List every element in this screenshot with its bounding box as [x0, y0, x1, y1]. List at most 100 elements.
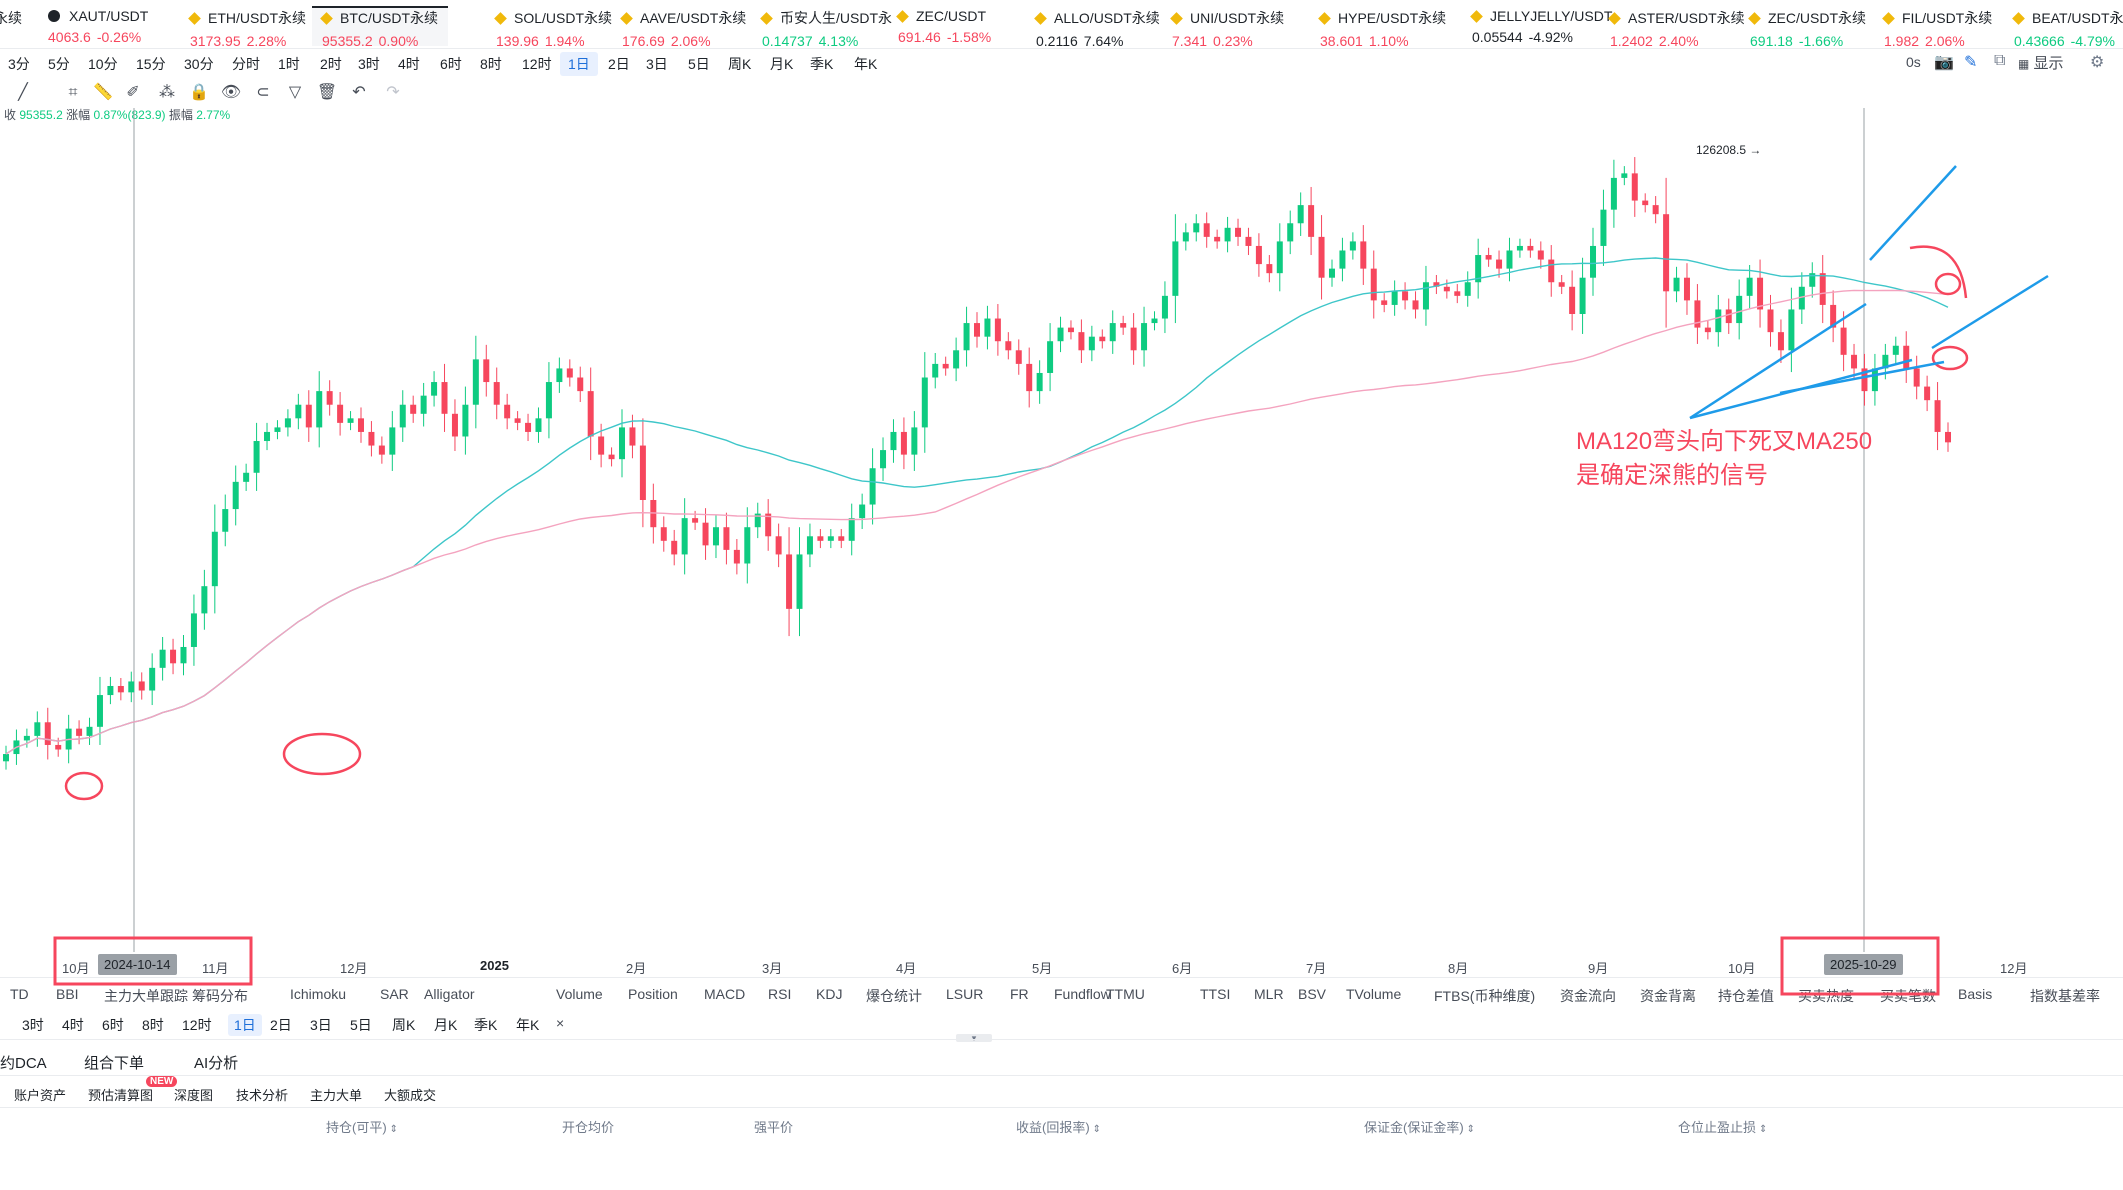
redo-icon[interactable]: ↷ — [386, 84, 400, 101]
indicator-button[interactable]: 买卖热度 — [1798, 988, 1854, 1004]
column-header[interactable]: 持仓(可平) ⇕ — [326, 1120, 399, 1135]
close-icon[interactable]: × — [556, 1015, 565, 1031]
ticker-item[interactable]: 币安人生/USDT永 0.14737 4.13% — [760, 8, 892, 49]
crop-icon[interactable]: ⌗ — [68, 84, 78, 101]
interval-button[interactable]: 15分 — [136, 56, 166, 72]
interval-button[interactable]: 3日 — [646, 56, 668, 72]
interval-button[interactable]: 5分 — [48, 56, 70, 72]
indicator-button[interactable]: Fundflow — [1054, 986, 1111, 1002]
indicator-button[interactable]: Ichimoku — [290, 986, 347, 1002]
column-header[interactable]: 保证金(保证金率) ⇕ — [1364, 1120, 1476, 1135]
indicator-button[interactable]: 资金流向 — [1560, 988, 1616, 1004]
interval-button[interactable]: 周K — [392, 1017, 416, 1033]
column-header[interactable]: 仓位止盈止损 ⇕ — [1678, 1120, 1768, 1135]
interval-button[interactable]: 3时 — [22, 1017, 44, 1033]
interval-button[interactable]: 12时 — [182, 1017, 212, 1033]
indicator-button[interactable]: MLR — [1254, 986, 1284, 1002]
indicator-button[interactable]: Volume — [556, 986, 603, 1002]
pattern-icon[interactable]: ⁂ — [159, 84, 175, 101]
interval-button[interactable]: 5日 — [688, 56, 710, 72]
ticker-item[interactable]: 永续 — [0, 8, 22, 46]
interval-button[interactable]: 10分 — [88, 56, 118, 72]
indicator-button[interactable]: FR — [1010, 986, 1029, 1002]
ticker-item[interactable]: FIL/USDT永续 1.982 2.06% — [1882, 8, 1992, 49]
account-subtab[interactable]: 账户资产 — [14, 1088, 67, 1103]
interval-button[interactable]: 1日 — [560, 52, 598, 76]
indicator-button[interactable]: SAR — [380, 986, 409, 1002]
interval-button[interactable]: 30分 — [184, 56, 214, 72]
indicator-button[interactable]: Basis — [1958, 986, 1993, 1002]
account-subtab[interactable]: 预估清算图 — [88, 1088, 154, 1103]
ticker-item[interactable]: ZEC/USDT永续 691.18 -1.66% — [1748, 8, 1866, 49]
indicator-button[interactable]: TVolume — [1346, 986, 1402, 1002]
indicator-button[interactable]: LSUR — [946, 986, 984, 1002]
interval-button[interactable]: 季K — [810, 56, 834, 72]
eye-icon[interactable]: 👁 — [220, 84, 242, 101]
column-header[interactable]: 强平价 — [754, 1120, 794, 1135]
interval-button[interactable]: 8时 — [480, 56, 502, 72]
interval-button[interactable]: 1时 — [278, 56, 300, 72]
indicator-button[interactable]: Position — [628, 986, 678, 1002]
interval-button[interactable]: 12时 — [522, 56, 552, 72]
column-header[interactable]: 收益(回报率) ⇕ — [1016, 1120, 1102, 1135]
indicator-button[interactable]: 筹码分布 — [192, 988, 248, 1004]
indicator-button[interactable]: TTSI — [1200, 986, 1231, 1002]
indicator-button[interactable]: KDJ — [816, 986, 843, 1002]
indicator-button[interactable]: BBI — [56, 986, 79, 1002]
indicator-button[interactable]: TTMU — [1106, 986, 1145, 1002]
ticker-item[interactable]: AAVE/USDT永续 176.69 2.06% — [620, 8, 746, 49]
indicator-button[interactable]: 买卖笔数 — [1880, 988, 1936, 1004]
order-tab[interactable]: 约DCA — [0, 1055, 47, 1072]
ticker-item[interactable]: SOL/USDT永续 139.96 1.94% — [494, 8, 612, 49]
account-subtab[interactable]: 深度图 — [174, 1088, 214, 1103]
ticker-item[interactable]: ETH/USDT永续 3173.95 2.28% — [188, 8, 306, 49]
interval-button[interactable]: 8时 — [142, 1017, 164, 1033]
brush-icon[interactable]: ✐ — [126, 84, 140, 101]
settings-icon[interactable]: ⚙ — [2090, 54, 2105, 71]
ticker-item[interactable]: JELLYJELLY/USDT 0.05544 -4.92% — [1470, 8, 1612, 46]
trash-icon[interactable]: 🗑 — [316, 84, 338, 101]
interval-button[interactable]: 6时 — [440, 56, 462, 72]
ruler-icon[interactable]: 📏 — [93, 84, 113, 101]
interval-button[interactable]: 季K — [474, 1017, 498, 1033]
account-subtab[interactable]: 主力大单 — [310, 1088, 363, 1103]
interval-button[interactable]: 6时 — [102, 1017, 124, 1033]
order-tab[interactable]: AI分析 — [194, 1055, 239, 1072]
interval-button[interactable]: 月K — [770, 56, 794, 72]
ticker-item[interactable]: ASTER/USDT永续 1.2402 2.40% — [1608, 8, 1745, 49]
pen-icon[interactable]: ✎ — [1964, 54, 1978, 71]
column-header[interactable]: 开仓均价 — [562, 1120, 615, 1135]
magnet-icon[interactable]: ⊂ — [256, 84, 270, 101]
interval-button[interactable]: 2时 — [320, 56, 342, 72]
interval-button[interactable]: 月K — [434, 1017, 458, 1033]
camera-icon[interactable]: 📷 — [1934, 54, 1954, 71]
interval-button[interactable]: 3分 — [8, 56, 30, 72]
filter-icon[interactable]: ▽ — [288, 84, 302, 101]
indicator-button[interactable]: Alligator — [424, 986, 475, 1002]
indicator-button[interactable]: 持仓差值 — [1718, 988, 1774, 1004]
interval-button[interactable]: 周K — [728, 56, 752, 72]
interval-button[interactable]: 3日 — [310, 1017, 332, 1033]
interval-button[interactable]: 3时 — [358, 56, 380, 72]
indicator-button[interactable]: MACD — [704, 986, 746, 1002]
ticker-item[interactable]: XAUT/USDT 4063.6 -0.26% — [48, 8, 148, 46]
display-menu[interactable]: ▦ 显示 — [2018, 52, 2064, 73]
ticker-item[interactable]: BEAT/USDT永续 0.43666-4.79% — [2012, 8, 2123, 49]
interval-button[interactable]: 年K — [854, 56, 878, 72]
account-subtab[interactable]: 大额成交 — [384, 1088, 437, 1103]
interval-button[interactable]: 年K — [516, 1017, 540, 1033]
undo-icon[interactable]: ↶ — [352, 84, 366, 101]
ticker-item[interactable]: HYPE/USDT永续 38.601 1.10% — [1318, 8, 1446, 49]
interval-button[interactable]: 2日 — [270, 1017, 292, 1033]
ticker-item[interactable]: ZEC/USDT 691.46 -1.58% — [896, 8, 991, 46]
indicator-button[interactable]: 指数基差率 — [2030, 988, 2100, 1004]
ticker-item[interactable]: ALLO/USDT永续 0.2116 7.64% — [1034, 8, 1160, 49]
interval-button[interactable]: 4时 — [398, 56, 420, 72]
indicator-button[interactable]: RSI — [768, 986, 792, 1002]
order-tab[interactable]: 组合下单 — [84, 1055, 145, 1072]
indicator-button[interactable]: 资金背离 — [1640, 988, 1696, 1004]
indicator-button[interactable]: FTBS(币种维度) — [1434, 988, 1536, 1004]
indicator-button[interactable]: 爆仓统计 — [866, 988, 922, 1004]
lock-icon[interactable]: 🔒 — [189, 84, 209, 101]
ticker-item[interactable]: UNI/USDT永续 7.341 0.23% — [1170, 8, 1284, 49]
